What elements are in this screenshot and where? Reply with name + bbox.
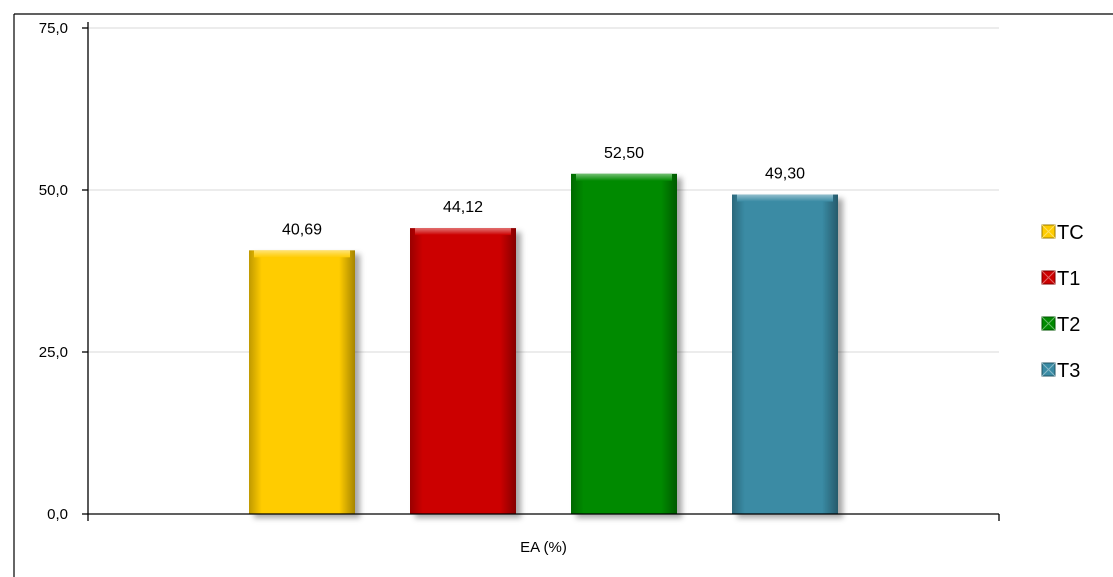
legend-swatch-bevel-t1 [1041,270,1056,285]
legend-swatch-bevel-t3 [1041,362,1056,377]
legend-label-t1: T1 [1057,268,1080,290]
bars [249,173,838,515]
x-axis-title: EA (%) [520,539,567,556]
bar-bevel-t2 [576,173,672,181]
bar-body-t2 [571,173,677,515]
legend-item-t2: T2 [1041,314,1080,336]
legend-item-t1: T1 [1041,268,1080,290]
axes [82,22,1000,521]
data-label-t1: 44,12 [443,199,483,216]
y-tick-label-2: 50,0 [39,182,68,199]
data-label-t3: 49,30 [765,166,805,183]
legend-swatch-bevel-t2 [1041,316,1056,331]
y-tick-label-1: 25,0 [39,344,68,361]
y-tick-label-3: 75,0 [39,20,68,37]
legend-label-tc: TC [1057,222,1084,244]
gridlines [88,27,999,353]
legend-label-t2: T2 [1057,314,1080,336]
bar-bevel-t1 [415,228,511,236]
bar-bevel-tc [254,250,350,258]
bar-t3 [732,194,838,514]
bar-tc [249,250,355,514]
y-tick-labels: 0,0 25,0 50,0 75,0 [39,20,68,523]
data-labels: 40,69 44,12 52,50 49,30 [282,145,805,239]
legend-item-t3: T3 [1041,360,1080,382]
legend: TC T1 T2 T3 [1041,222,1084,382]
legend-item-tc: TC [1041,222,1084,244]
y-tick-label-0: 0,0 [47,506,68,523]
bar-body-t3 [732,194,838,514]
legend-swatch-bevel-tc [1041,224,1056,239]
bar-body-tc [249,250,355,514]
bar-t2 [571,173,677,515]
data-label-tc: 40,69 [282,221,322,238]
data-label-t2: 52,50 [604,145,644,162]
bar-bevel-t3 [737,194,833,202]
bar-body-t1 [410,228,516,514]
legend-label-t3: T3 [1057,360,1080,382]
bar-t1 [410,228,516,514]
